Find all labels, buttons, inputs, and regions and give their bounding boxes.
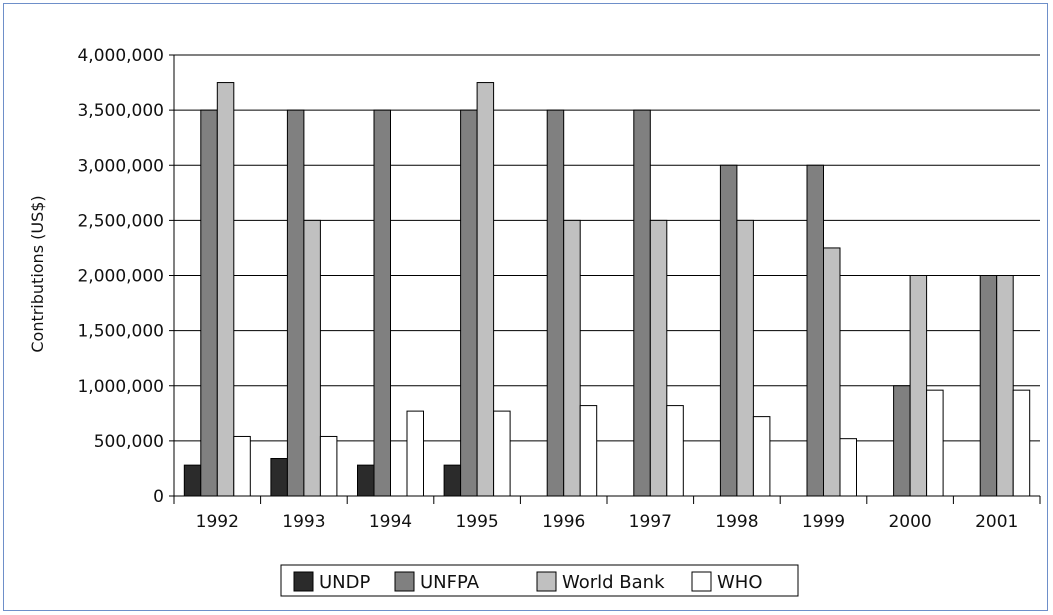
bar-who-1998 <box>752 416 771 497</box>
bar-who-1999 <box>839 438 857 497</box>
y-tick-label: 2,000,000 <box>77 267 164 287</box>
bar-world-bank-1995 <box>476 82 495 497</box>
bar-unfpa-1993 <box>286 109 305 497</box>
x-tick-label: 1996 <box>542 512 585 532</box>
bar-unfpa-1998 <box>719 164 738 497</box>
bar-world-bank-2001 <box>996 275 1014 497</box>
x-tick-label: 2000 <box>888 512 931 532</box>
x-tick-label: 2001 <box>975 512 1018 532</box>
bar-who-1994 <box>406 410 424 497</box>
bar-unfpa-1994 <box>373 109 391 497</box>
bar-world-bank-1992 <box>216 82 235 497</box>
bar-unfpa-1995 <box>460 109 478 497</box>
bar-who-1995 <box>493 410 511 497</box>
legend-swatch-who <box>691 571 712 592</box>
legend-label: UNFPA <box>420 572 480 593</box>
bar-unfpa-1992 <box>200 109 218 497</box>
bar-undp-1992 <box>183 464 202 497</box>
y-tick-label: 3,500,000 <box>77 101 164 121</box>
bar-unfpa-1996 <box>546 109 565 497</box>
y-axis-title: Contributions (US$) <box>28 195 47 352</box>
bar-who-1993 <box>319 435 338 497</box>
bar-world-bank-1999 <box>823 247 841 497</box>
legend-label: UNDP <box>319 572 371 593</box>
y-tick-label: 1,500,000 <box>77 322 164 342</box>
bar-unfpa-2001 <box>979 275 998 497</box>
chart-frame: 0 500,000 1,000,000 1,500,000 2,000,000 2,500… <box>3 3 1048 611</box>
bar-unfpa-1999 <box>806 164 824 497</box>
bar-world-bank-1996 <box>563 219 581 497</box>
x-tick-label: 1999 <box>802 512 845 532</box>
y-tick-label: 1,000,000 <box>77 377 164 397</box>
y-tick-label: 2,500,000 <box>77 211 164 231</box>
bar-who-1992 <box>233 435 251 497</box>
axes <box>169 54 1041 504</box>
bar-undp-1993 <box>270 458 288 497</box>
x-tick-label: 1992 <box>196 512 239 532</box>
bar-who-2000 <box>926 389 944 497</box>
bar-world-bank-1997 <box>649 219 668 497</box>
legend-swatch-undp <box>293 571 314 592</box>
bar-who-1997 <box>666 405 684 497</box>
bar-world-bank-2000 <box>909 275 928 497</box>
bar-world-bank-1998 <box>736 219 754 497</box>
x-tick-labels: 1992 1993 1994 1995 1996 1997 1998 1999 2000 2001 <box>196 512 1019 532</box>
x-tick-label: 1993 <box>282 512 325 532</box>
y-tick-labels: 0 500,000 1,000,000 1,500,000 2,000,000 2,500… <box>77 46 164 507</box>
bar-who-2001 <box>1012 389 1031 497</box>
y-tick-label: 3,000,000 <box>77 156 164 176</box>
y-tick-label: 0 <box>153 487 164 507</box>
y-tick-label: 500,000 <box>94 432 164 452</box>
bar-world-bank-1993 <box>303 219 321 497</box>
x-tick-label: 1998 <box>715 512 758 532</box>
bar-who-1996 <box>579 405 598 497</box>
bar-chart: 0 500,000 1,000,000 1,500,000 2,000,000 2,500… <box>28 46 1041 597</box>
x-tick-label: 1995 <box>455 512 498 532</box>
y-tick-label: 4,000,000 <box>77 46 164 66</box>
legend: UNDP UNFPA World Bank WHO <box>280 564 799 597</box>
bar-unfpa-2000 <box>893 385 911 497</box>
x-tick-label: 1994 <box>369 512 412 532</box>
legend-swatch-world-bank <box>536 571 557 592</box>
bar-unfpa-1997 <box>633 109 651 497</box>
x-tick-label: 1997 <box>629 512 672 532</box>
bar-undp-1994 <box>357 464 375 497</box>
legend-label: World Bank <box>562 572 665 593</box>
legend-label: WHO <box>717 572 763 593</box>
bar-undp-1995 <box>443 464 462 497</box>
legend-swatch-unfpa <box>394 571 415 592</box>
bars <box>183 82 1031 497</box>
